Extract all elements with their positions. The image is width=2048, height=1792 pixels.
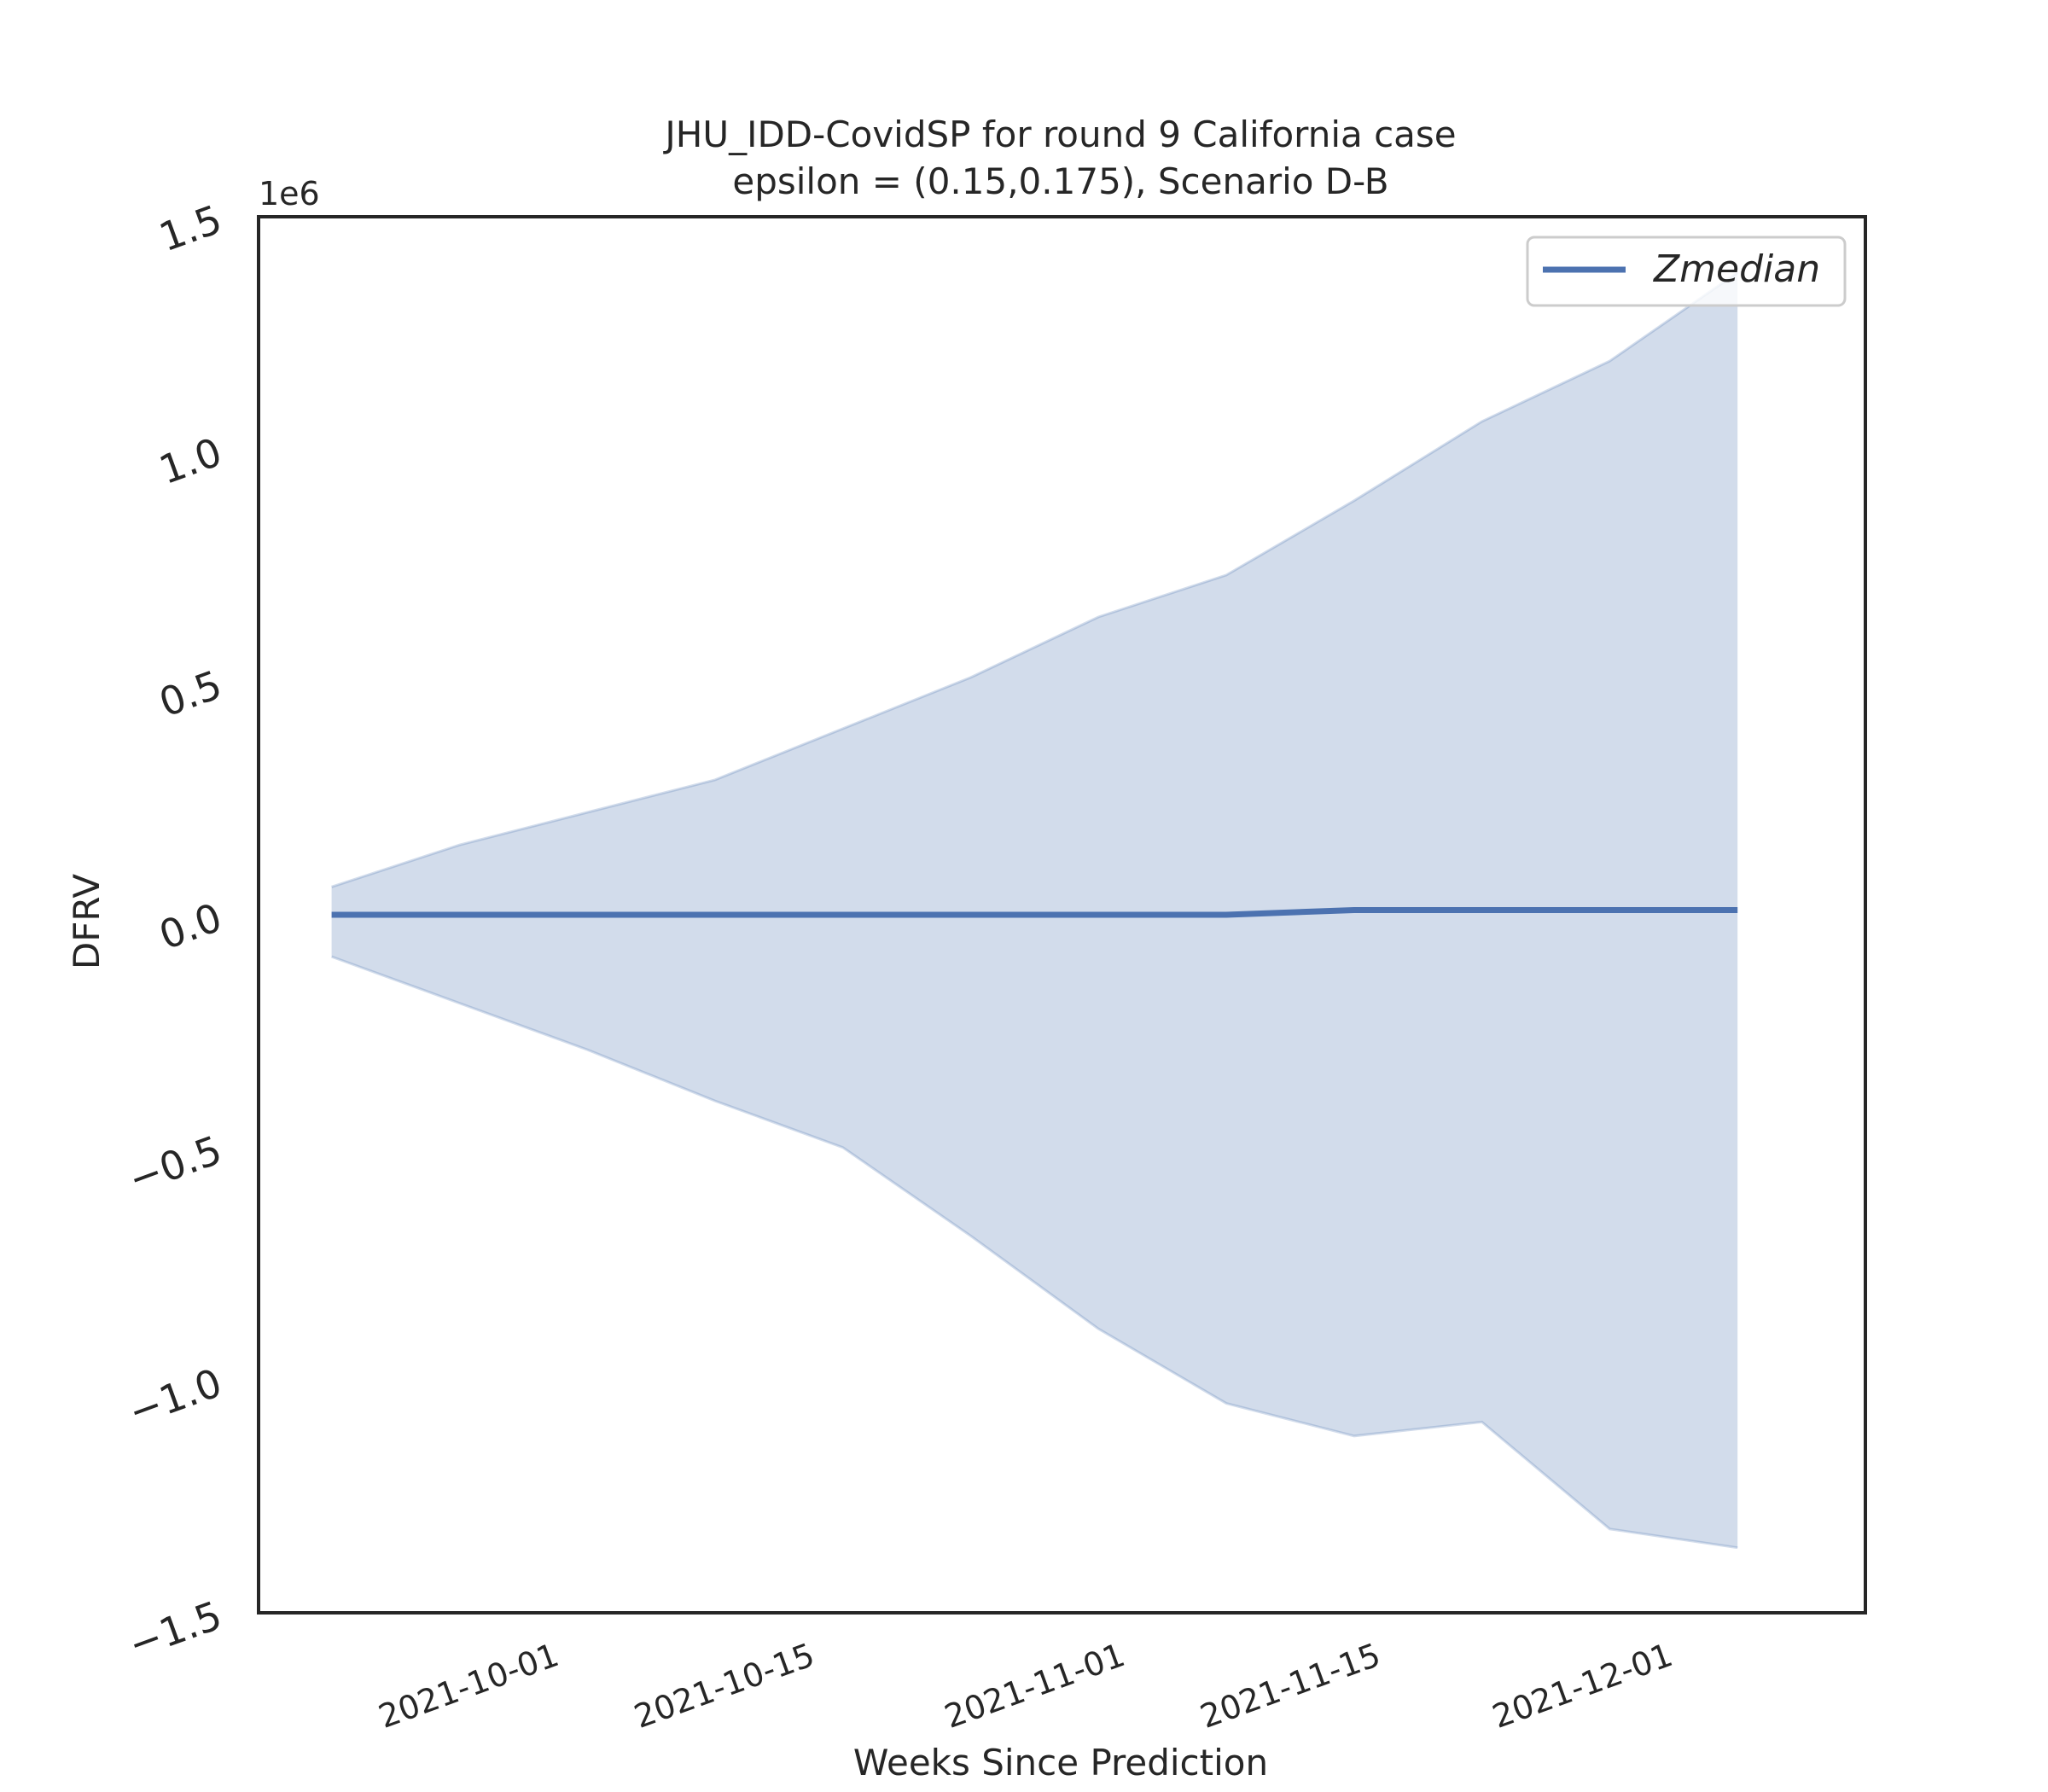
y-tick-label: −1.5	[122, 1592, 227, 1668]
y-axis: −1.5 −1.0 −0.5 0.0 0.5 1.0 1.5	[122, 196, 227, 1668]
legend-box	[1526, 236, 1847, 307]
x-tick-label: 2021-11-01	[940, 1636, 1130, 1736]
y-tick-label: 0.5	[154, 661, 228, 726]
confidence-band	[331, 272, 1738, 1548]
y-tick-label: −1.0	[122, 1359, 227, 1435]
y-tick-label: 1.0	[154, 428, 228, 493]
chart-title-line1: JHU_IDD-CovidSP for round 9 California c…	[662, 113, 1456, 155]
band-upper-edge	[331, 271, 1739, 888]
series-line-zmedian	[331, 907, 1738, 918]
chart-title-line2: epsilon = (0.15,0.175), Scenario D-B	[732, 160, 1388, 202]
x-tick-label: 2021-11-15	[1196, 1636, 1386, 1736]
y-offset-label: 1e6	[259, 175, 320, 212]
legend-label-zmedian: Zmedian	[1653, 247, 1820, 291]
y-tick-label: 0.0	[154, 894, 228, 959]
x-tick-label: 2021-10-01	[374, 1636, 564, 1736]
y-tick-label: 1.5	[154, 196, 228, 261]
x-tick-label: 2021-12-01	[1487, 1636, 1678, 1736]
plot-area	[331, 271, 1739, 1550]
x-axis: 2021-10-01 2021-10-15 2021-11-01 2021-11-15…	[374, 1636, 1678, 1736]
y-tick-label: −0.5	[122, 1126, 227, 1202]
x-axis-label: Weeks Since Prediction	[853, 1742, 1268, 1783]
x-tick-label: 2021-10-15	[629, 1636, 819, 1736]
band-lower-edge	[331, 955, 1738, 1550]
legend: Zmedian	[1526, 236, 1847, 307]
y-axis-label: DFRV	[66, 874, 108, 969]
plot-frame	[257, 215, 1867, 1615]
